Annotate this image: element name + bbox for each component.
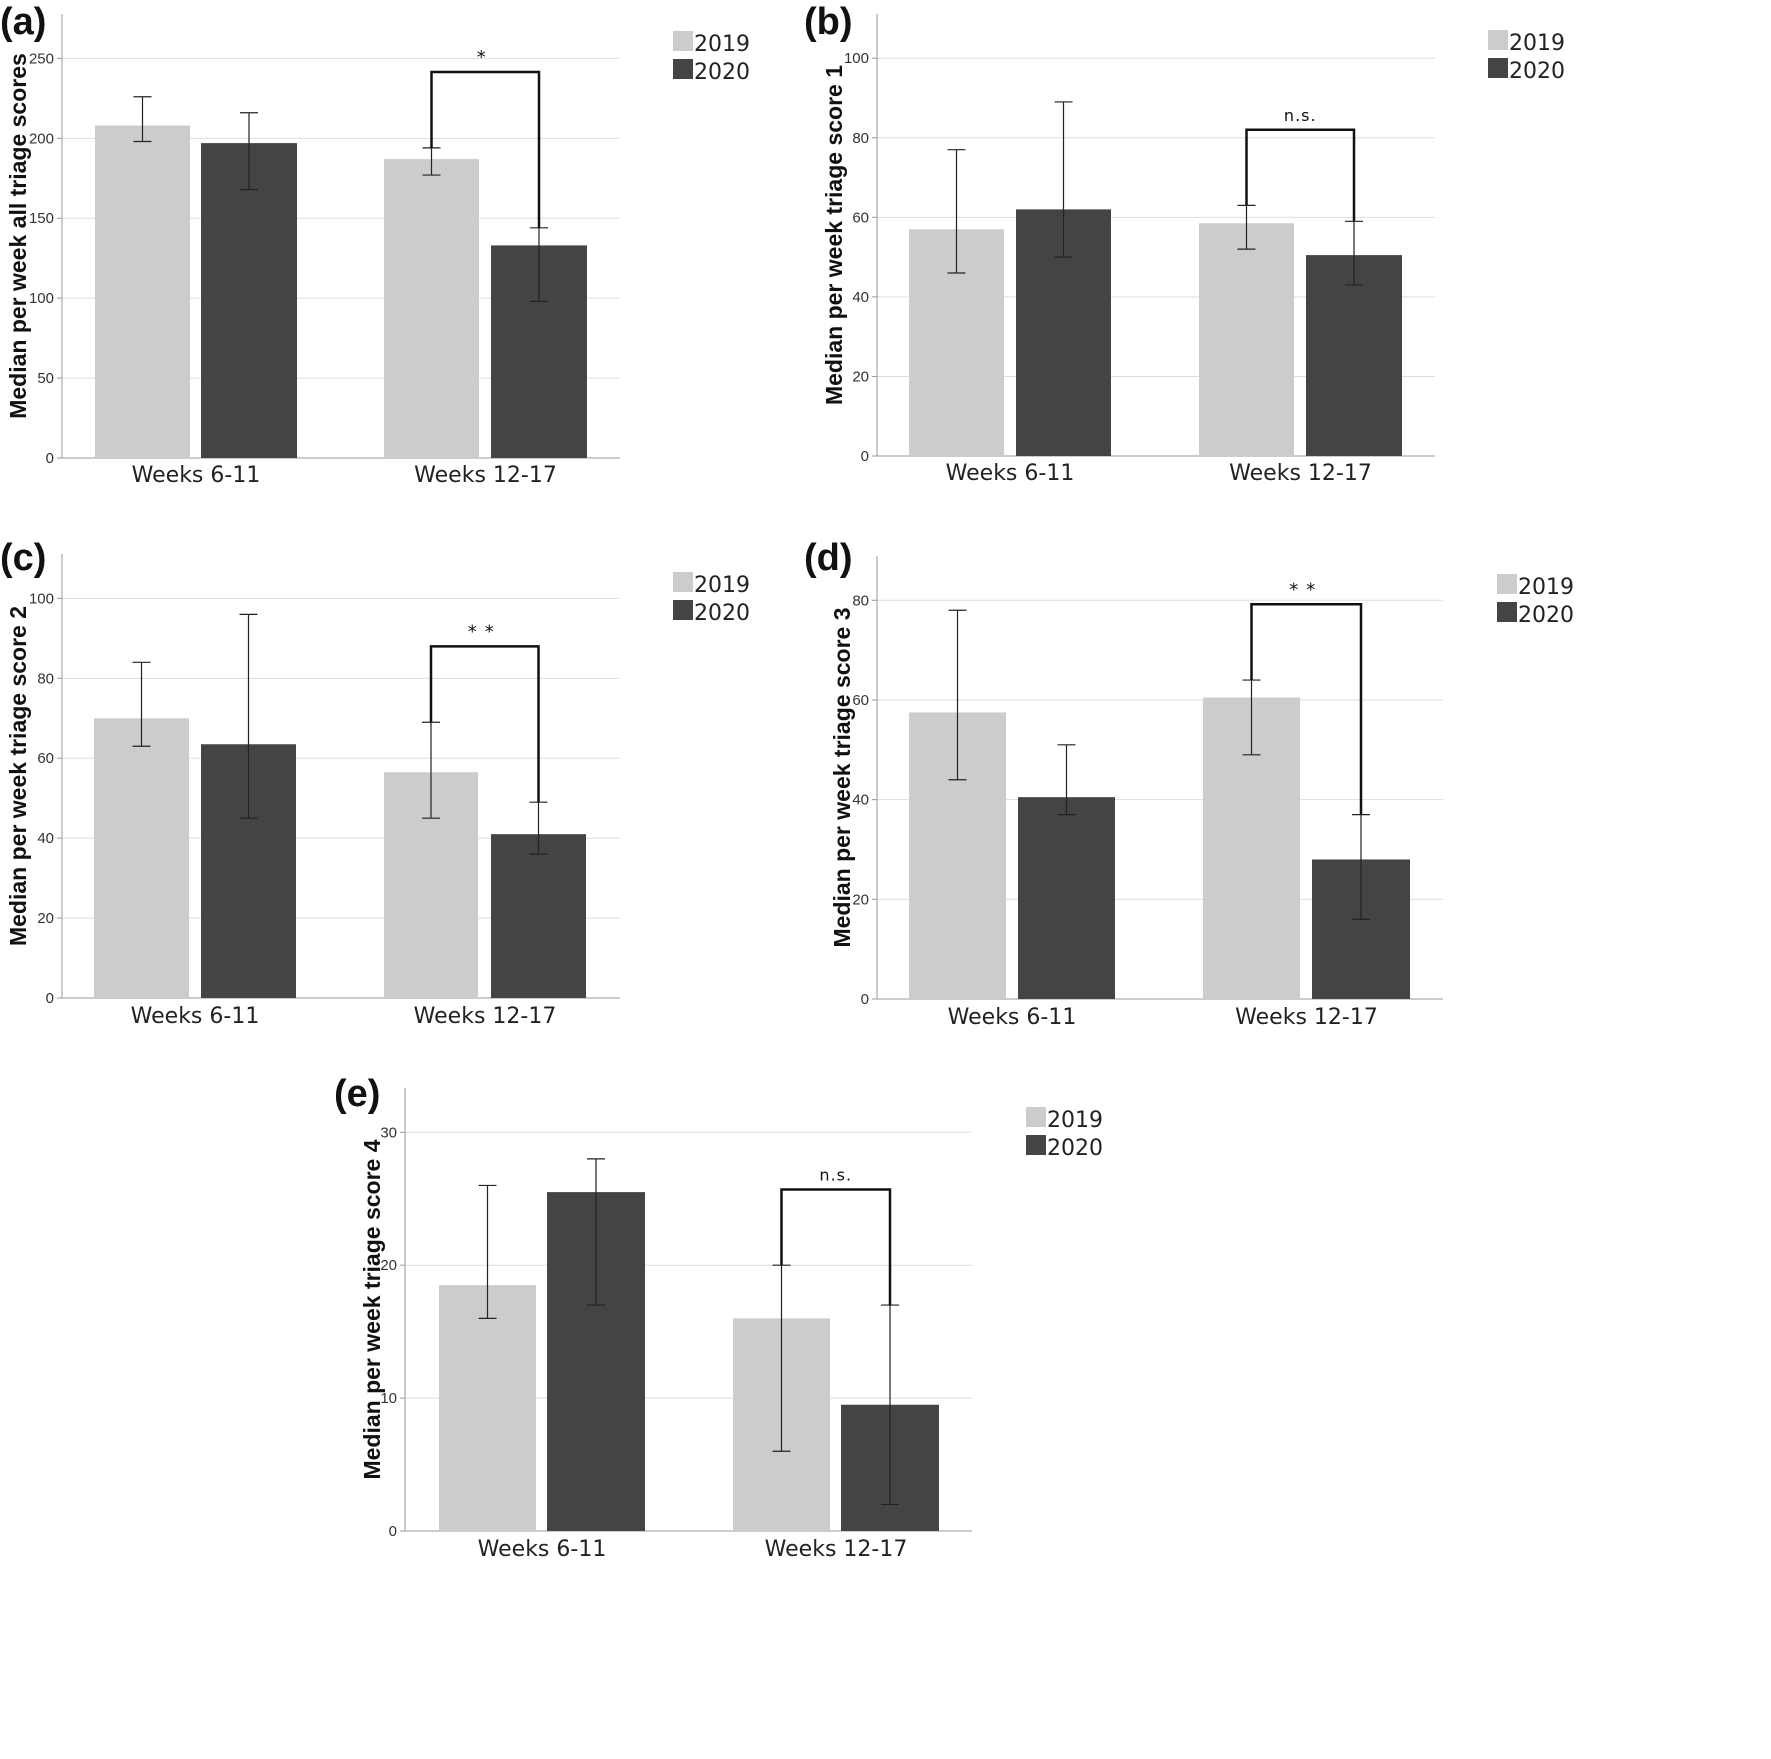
- legend-label-2019: 2019: [694, 573, 750, 598]
- y-tick-label: 20: [380, 1257, 397, 1274]
- y-tick-label: 0: [46, 450, 54, 467]
- legend-swatch-2020: [1026, 1135, 1046, 1155]
- legend-swatch-2019: [1488, 30, 1508, 50]
- y-tick-label: 30: [380, 1124, 397, 1141]
- bar-2020-1: [1018, 797, 1115, 999]
- bar-2020-2: [1306, 255, 1402, 456]
- significance-bracket: [430, 70, 541, 228]
- x-tick-label: Weeks 6-11: [131, 1004, 260, 1029]
- y-tick-label: 0: [389, 1523, 397, 1540]
- y-tick-label: 20: [852, 891, 869, 908]
- y-tick-label: 0: [861, 448, 869, 465]
- y-tick-label: 0: [861, 991, 869, 1008]
- panel-label: (e): [334, 1073, 380, 1115]
- legend-swatch-2019: [673, 572, 693, 592]
- bar-2020-2: [491, 834, 586, 998]
- y-tick-label: 100: [29, 290, 54, 307]
- legend-swatch-2020: [673, 59, 693, 79]
- legend-swatch-2020: [1488, 58, 1508, 78]
- panel-label: (b): [804, 1, 853, 43]
- x-tick-label: Weeks 12-17: [414, 463, 557, 488]
- bar-2020-1: [201, 143, 297, 458]
- significance-label: n.s.: [1284, 106, 1317, 125]
- x-tick-label: Weeks 12-17: [765, 1537, 908, 1562]
- significance-bracket: [429, 645, 540, 803]
- legend-label-2019: 2019: [1047, 1108, 1103, 1133]
- x-tick-label: Weeks 6-11: [478, 1537, 607, 1562]
- y-tick-label: 80: [852, 592, 869, 609]
- significance-bracket: [780, 1188, 892, 1306]
- x-tick-label: Weeks 6-11: [946, 461, 1075, 486]
- legend-label-2019: 2019: [694, 32, 750, 57]
- y-tick-label: 150: [29, 210, 54, 227]
- legend-label-2020: 2020: [694, 601, 750, 626]
- y-tick-label: 80: [37, 670, 54, 687]
- panel-label: (d): [804, 537, 853, 579]
- legend-label-2020: 2020: [1518, 603, 1574, 628]
- y-tick-label: 60: [852, 692, 869, 709]
- y-tick-label: 60: [852, 209, 869, 226]
- y-tick-label: 0: [46, 990, 54, 1007]
- y-axis-label: Median per week all triage scores: [5, 53, 31, 419]
- x-tick-label: Weeks 12-17: [1235, 1005, 1378, 1030]
- bar-2019-2: [384, 159, 479, 459]
- panel-label: (a): [0, 1, 46, 43]
- y-tick-label: 100: [844, 50, 869, 67]
- y-tick-label: 250: [29, 50, 54, 67]
- bar-2019-1: [94, 718, 189, 998]
- y-tick-label: 10: [380, 1390, 397, 1407]
- x-tick-label: Weeks 12-17: [1229, 461, 1372, 486]
- x-tick-label: Weeks 12-17: [414, 1004, 557, 1029]
- bar-2019-2: [1199, 223, 1294, 456]
- significance-label: **: [1289, 579, 1323, 600]
- y-tick-label: 200: [29, 130, 54, 147]
- y-tick-label: 40: [852, 289, 869, 306]
- legend-swatch-2020: [673, 600, 693, 620]
- bar-2019-1: [95, 125, 190, 458]
- y-axis-label: Median per week triage score 3: [829, 607, 855, 947]
- legend-swatch-2019: [1497, 574, 1517, 594]
- x-tick-label: Weeks 6-11: [132, 463, 261, 488]
- significance-label: **: [468, 621, 502, 642]
- legend-swatch-2019: [1026, 1107, 1046, 1127]
- y-tick-label: 80: [852, 130, 869, 147]
- y-tick-label: 20: [37, 910, 54, 927]
- significance-label: n.s.: [819, 1165, 852, 1184]
- legend-label-2019: 2019: [1518, 575, 1574, 600]
- y-tick-label: 60: [37, 750, 54, 767]
- significance-label: *: [477, 47, 494, 68]
- y-axis-label: Median per week triage score 2: [5, 606, 31, 946]
- significance-bracket: [1250, 603, 1363, 815]
- legend-label-2020: 2020: [694, 60, 750, 85]
- significance-bracket: [1245, 128, 1356, 222]
- legend-label-2020: 2020: [1509, 59, 1565, 84]
- legend-label-2019: 2019: [1509, 31, 1565, 56]
- panel-label: (c): [0, 537, 46, 579]
- y-tick-label: 100: [29, 590, 54, 607]
- bar-2019-1: [439, 1285, 536, 1531]
- legend-swatch-2020: [1497, 602, 1517, 622]
- y-axis-label: Median per week triage score 4: [359, 1139, 385, 1479]
- legend-label-2020: 2020: [1047, 1136, 1103, 1161]
- legend-swatch-2019: [673, 31, 693, 51]
- x-tick-label: Weeks 6-11: [948, 1005, 1077, 1030]
- y-tick-label: 40: [852, 792, 869, 809]
- y-tick-label: 50: [37, 370, 54, 387]
- y-axis-label: Median per week triage score 1: [821, 65, 847, 405]
- y-tick-label: 20: [852, 368, 869, 385]
- y-tick-label: 40: [37, 830, 54, 847]
